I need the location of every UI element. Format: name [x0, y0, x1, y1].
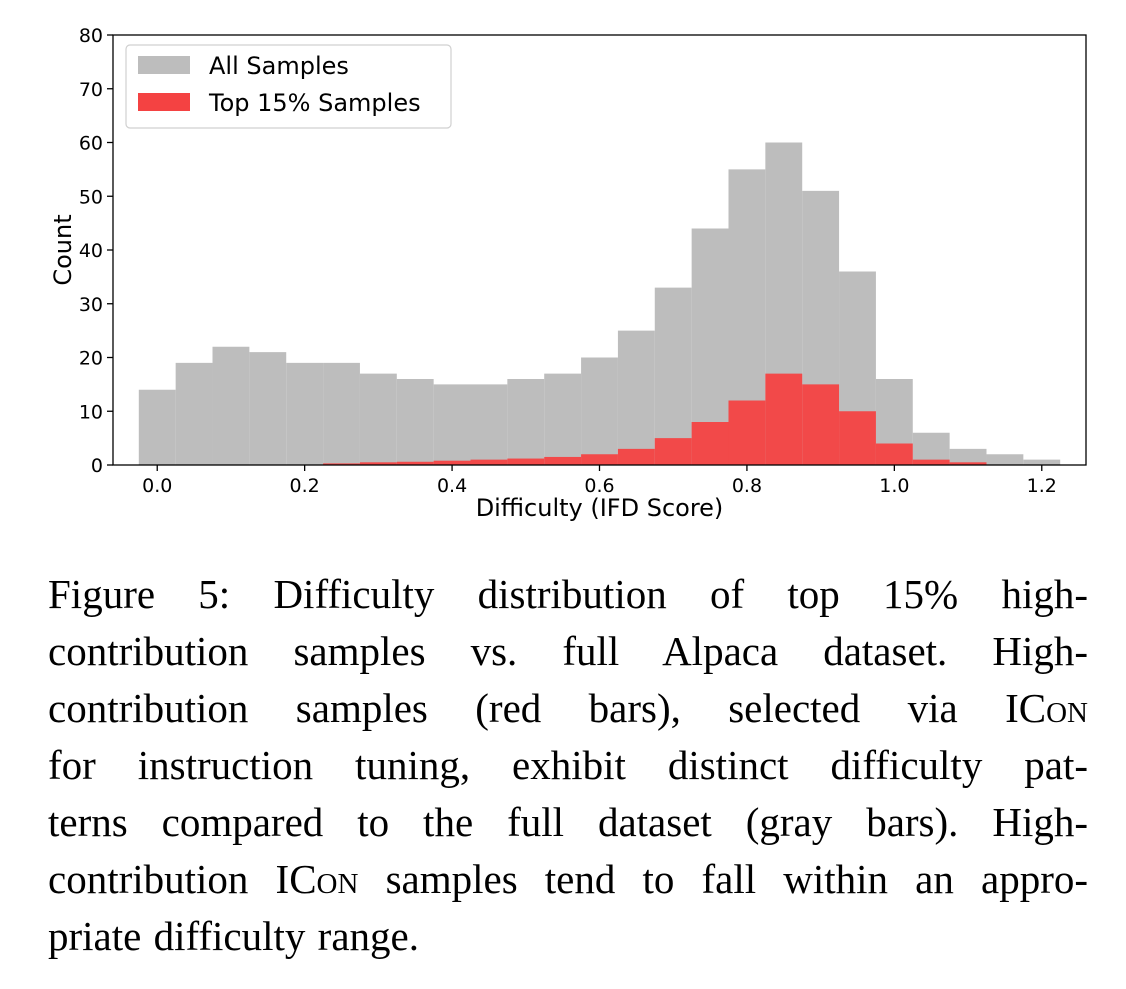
x-axis: 0.0 0.2 0.4 0.6 0.8 1.0 1.2 — [142, 465, 1057, 497]
bar-all-9 — [470, 384, 508, 465]
bar-all-8 — [433, 384, 471, 465]
x-tick-label: 1.0 — [879, 475, 909, 497]
y-tick-label: 40 — [79, 240, 103, 262]
legend: All Samples Top 15% Samples — [125, 44, 452, 129]
y-tick-label: 0 — [91, 455, 103, 477]
bar-all-5 — [323, 362, 360, 465]
legend-box — [125, 44, 452, 129]
bar-top-3 — [359, 462, 397, 465]
caption-line: contribution samples (red bars), selecte… — [48, 685, 1088, 731]
bar-top-19 — [949, 462, 987, 465]
bar-all-23 — [986, 454, 1024, 465]
bar-top-8 — [544, 456, 582, 465]
y-axis: 0 10 20 30 40 50 60 70 80 — [79, 25, 113, 477]
bar-all-24 — [1023, 459, 1061, 465]
legend-swatch-top-samples — [138, 93, 190, 111]
bar-top-16 — [839, 411, 876, 465]
bar-top-4 — [396, 461, 434, 465]
bar-all-13 — [617, 330, 655, 465]
bar-top-13 — [728, 400, 766, 465]
figure-caption: Figure 5: Difficulty distribution of top… — [48, 566, 1088, 965]
bars-top-samples — [323, 373, 987, 465]
bar-top-15 — [802, 384, 840, 465]
bar-top-7 — [507, 458, 545, 465]
bar-all-6 — [359, 373, 397, 465]
bar-all-1 — [175, 362, 213, 465]
bar-top-5 — [433, 460, 471, 465]
bar-all-7 — [396, 379, 434, 465]
bar-top-2 — [323, 463, 360, 465]
bar-top-18 — [912, 459, 950, 465]
caption-line: for instruction tuning, exhibit distinct… — [48, 742, 1088, 788]
x-tick-label: 0.0 — [142, 475, 172, 497]
bar-top-12 — [691, 422, 729, 465]
caption-line: Figure 5: Difficulty distribution of top… — [48, 571, 1088, 617]
bar-all-22 — [949, 448, 987, 465]
bar-all-4 — [286, 362, 324, 465]
bar-top-17 — [875, 443, 913, 465]
y-tick-label: 30 — [79, 294, 103, 316]
x-axis-title: Difficulty (IFD Score) — [476, 494, 724, 522]
x-tick-label: 0.4 — [437, 475, 467, 497]
bar-top-10 — [617, 448, 655, 465]
caption-line: priate difficulty range. — [48, 913, 419, 959]
y-tick-label: 50 — [79, 186, 103, 208]
y-tick-label: 80 — [79, 25, 103, 47]
x-tick-label: 0.2 — [290, 475, 320, 497]
bar-top-14 — [765, 373, 803, 465]
caption-line: contribution ICon samples tend to fall w… — [48, 856, 1088, 902]
bar-all-3 — [249, 352, 287, 465]
caption-line: contribution samples vs. full Alpaca dat… — [48, 628, 1088, 674]
histogram-figure: 0 10 20 30 40 50 60 70 80 0.0 0.2 0.4 0.6 0.8 1.0 1.2 … — [49, 25, 1087, 522]
bar-top-9 — [581, 454, 618, 465]
y-tick-label: 10 — [79, 401, 103, 423]
legend-label-top-samples: Top 15% Samples — [208, 89, 421, 117]
bar-all-0 — [138, 389, 176, 465]
y-tick-label: 20 — [79, 348, 103, 370]
y-tick-label: 60 — [79, 133, 103, 155]
x-tick-label: 0.8 — [732, 475, 762, 497]
bar-top-6 — [470, 459, 508, 465]
bar-all-2 — [212, 346, 250, 465]
x-tick-label: 0.6 — [584, 475, 614, 497]
x-tick-label: 1.2 — [1027, 475, 1057, 497]
caption-line: terns compared to the full dataset (gray… — [48, 799, 1088, 845]
bar-all-11 — [544, 373, 582, 465]
bar-all-10 — [507, 379, 545, 465]
y-axis-title: Count — [49, 214, 77, 285]
y-tick-label: 70 — [79, 79, 103, 101]
bar-all-14 — [654, 287, 692, 465]
legend-swatch-all-samples — [138, 56, 190, 74]
bars-all-samples — [138, 142, 1061, 465]
bar-all-12 — [581, 357, 618, 465]
legend-label-all-samples: All Samples — [209, 52, 349, 80]
bar-top-11 — [654, 438, 692, 465]
